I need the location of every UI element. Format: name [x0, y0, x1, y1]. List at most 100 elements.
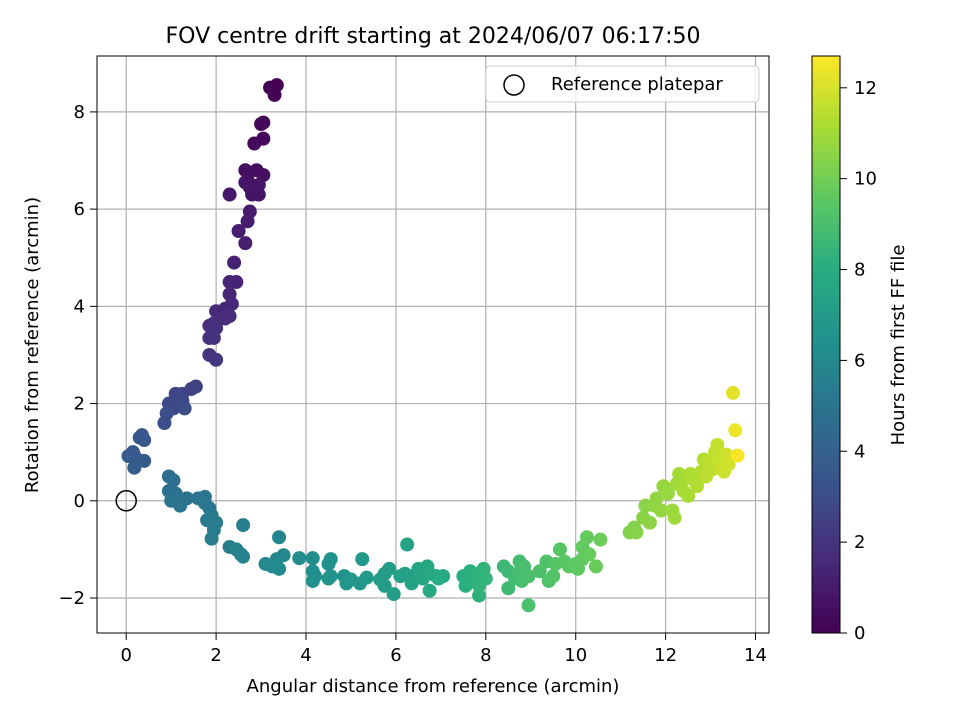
data-point — [292, 551, 307, 566]
data-point — [238, 175, 253, 190]
x-axis-label: Angular distance from reference (arcmin) — [247, 676, 620, 697]
data-point — [157, 416, 172, 431]
data-point — [177, 401, 192, 416]
data-point — [730, 448, 745, 463]
x-tick-label: 8 — [480, 645, 491, 666]
y-tick-label: 6 — [74, 199, 85, 220]
y-axis-label: Rotation from reference (arcmin) — [22, 197, 43, 493]
y-axis: −2 0 2 4 6 8 — [58, 102, 97, 609]
data-point — [472, 588, 487, 603]
data-point — [431, 571, 446, 586]
colorbar-label: Hours from first FF file — [888, 245, 909, 446]
x-tick-label: 14 — [744, 645, 767, 666]
data-point — [404, 576, 419, 591]
data-point — [386, 587, 401, 602]
data-point — [227, 255, 242, 270]
x-tick-label: 6 — [390, 645, 401, 666]
data-point — [582, 547, 597, 562]
y-tick-label: 8 — [74, 102, 85, 123]
data-point — [238, 236, 253, 251]
data-point — [588, 559, 603, 574]
x-tick-label: 4 — [300, 645, 311, 666]
y-tick-label: 4 — [74, 296, 85, 317]
data-point — [222, 187, 237, 202]
data-point — [728, 423, 743, 438]
data-point — [222, 309, 237, 324]
data-point — [654, 503, 669, 518]
data-point — [206, 330, 221, 345]
data-point — [166, 473, 181, 488]
colorbar-tick-label: 6 — [854, 350, 865, 371]
data-point — [272, 561, 287, 576]
data-point — [204, 531, 219, 546]
data-point — [660, 486, 675, 501]
data-point — [321, 556, 336, 571]
data-point — [593, 532, 608, 547]
data-point — [521, 598, 536, 613]
reference-marker — [115, 490, 137, 512]
data-point — [240, 214, 255, 229]
y-tick-label: 2 — [74, 394, 85, 415]
x-axis: 0 2 4 6 8 10 12 14 — [120, 633, 767, 666]
plot-frame — [96, 55, 770, 634]
x-tick-label: 12 — [654, 645, 677, 666]
y-tick-label: −2 — [58, 588, 85, 609]
data-point — [501, 581, 516, 596]
legend: Reference platepar — [485, 65, 760, 103]
colorbar — [811, 55, 841, 634]
colorbar-tick-label: 2 — [854, 532, 865, 553]
data-point — [579, 530, 594, 545]
data-point — [552, 542, 567, 557]
y-tick-label: 0 — [74, 491, 85, 512]
legend-box — [485, 65, 760, 103]
data-point — [267, 87, 282, 102]
data-point — [649, 491, 664, 506]
chart-title: FOV centre drift starting at 2024/06/07 … — [166, 24, 701, 49]
data-points — [121, 78, 745, 613]
data-point — [642, 515, 657, 530]
data-point — [478, 571, 493, 586]
colorbar-tick-label: 4 — [854, 441, 865, 462]
data-point — [251, 177, 266, 192]
data-point — [721, 457, 736, 472]
data-point — [667, 510, 682, 525]
legend-reference-label: Reference platepar — [551, 74, 723, 95]
data-point — [629, 525, 644, 540]
data-point — [546, 569, 561, 584]
x-tick-label: 0 — [120, 645, 131, 666]
colorbar-tick-label: 12 — [854, 78, 877, 99]
data-point — [690, 479, 705, 494]
data-point — [521, 569, 536, 584]
data-point — [382, 561, 397, 576]
data-point — [251, 187, 266, 202]
data-point — [305, 551, 320, 566]
data-point — [355, 552, 370, 567]
colorbar-tick-label: 8 — [854, 260, 865, 281]
data-point — [710, 437, 725, 452]
data-point — [400, 537, 415, 552]
data-point — [377, 578, 392, 593]
data-point — [121, 449, 136, 464]
data-point — [231, 223, 246, 238]
data-point — [127, 460, 142, 475]
data-point — [359, 570, 374, 585]
data-point — [681, 488, 696, 503]
data-point — [254, 117, 269, 132]
data-point — [321, 571, 336, 586]
data-point — [532, 564, 547, 579]
data-point — [272, 530, 287, 545]
data-point — [173, 498, 188, 513]
data-point — [726, 385, 741, 400]
data-point — [209, 352, 224, 367]
data-point — [137, 453, 152, 468]
grid — [97, 56, 769, 633]
colorbar-ticks: 0 2 4 6 8 10 12 — [840, 78, 877, 644]
colorbar-tick-label: 0 — [854, 623, 865, 644]
data-point — [247, 136, 262, 151]
data-point — [236, 549, 251, 564]
data-point — [236, 518, 251, 533]
data-point — [137, 433, 152, 448]
data-point — [305, 573, 320, 588]
legend-reference-marker — [503, 74, 525, 96]
